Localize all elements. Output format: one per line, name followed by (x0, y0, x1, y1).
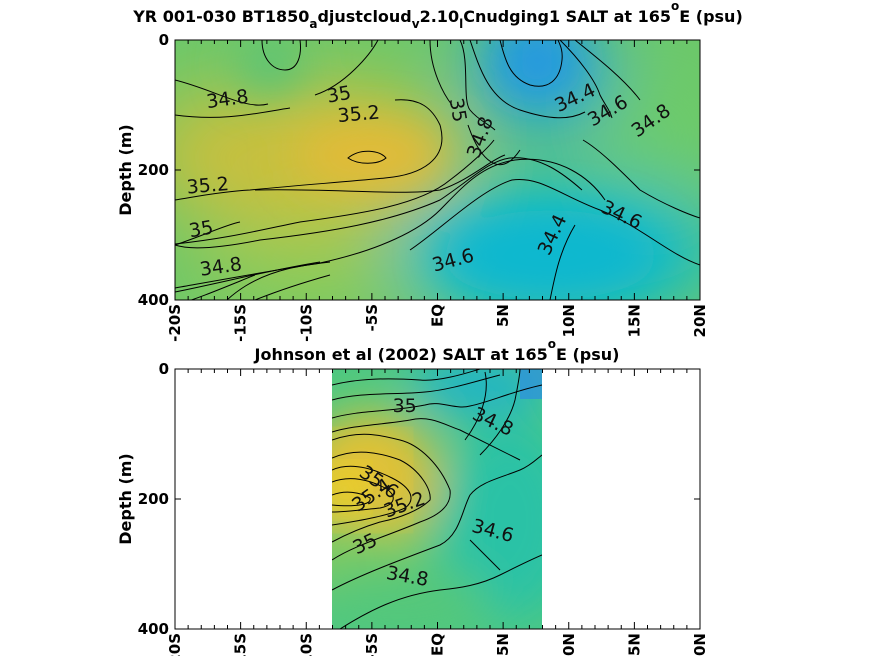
top-y-tick-label: 0 (159, 31, 169, 49)
bottom-title-part: Johnson et al (2002) SALT at 165 (254, 345, 548, 364)
bottom-x-tick-label: 15N (625, 633, 643, 656)
top-x-tick-label: 15N (625, 304, 643, 337)
bottom-y-tick-label: 200 (138, 490, 169, 508)
top-contours (175, 40, 700, 300)
bottom-x-tick-label: 20N (691, 633, 709, 656)
bottom-y-tick-label: 400 (138, 620, 169, 638)
bottom-y-axis-label: Depth (m) (116, 453, 135, 545)
top-x-tick-label: 10N (560, 304, 578, 337)
top-y-axis-label: Depth (m) (116, 124, 135, 216)
top-x-tick-label: -20S (166, 304, 184, 342)
top-contour-label: 35.2 (337, 101, 381, 127)
bottom-contour-label: 35 (393, 395, 417, 417)
bottom-x-tick-label: -20S (166, 633, 184, 656)
bottom-x-minor-ticks (187, 369, 688, 629)
bottom-contours (332, 369, 542, 629)
bottom-x-tick-label: -5S (363, 633, 381, 656)
top-contour-label: 35.2 (186, 173, 230, 199)
top-contour-label: 35 (325, 82, 353, 108)
top-contour-label: 35 (445, 96, 471, 124)
top-x-ticks: -20S -15S -10S -5S EQ 5N 10N 15N 20N (166, 40, 709, 342)
top-x-tick-label: 20N (691, 304, 709, 337)
top-title-part: l (459, 17, 463, 31)
top-title-part: Cnudging1 SALT at 165 (463, 7, 671, 26)
bottom-title-part: E (psu) (556, 345, 620, 364)
bottom-x-ticks: -20S -15S -10S -5S EQ 5N 10N 15N 20N (166, 369, 709, 656)
top-y-tick-label: 400 (138, 291, 169, 309)
bottom-y-ticks: 0 200 400 (138, 360, 700, 638)
bottom-title-part: o (548, 337, 556, 351)
top-x-tick-label: EQ (429, 304, 447, 327)
bottom-x-tick-label: -10S (297, 633, 315, 656)
top-y-tick-label: 200 (138, 161, 169, 179)
top-title-part: a (309, 17, 317, 31)
bottom-x-tick-label: 5N (494, 633, 512, 656)
top-x-tick-label: -5S (363, 304, 381, 331)
top-x-tick-label: 5N (494, 304, 512, 327)
top-title-part: o (671, 0, 679, 13)
top-title-part: 2.10 (420, 7, 459, 26)
top-chart-title: YR 001-030 BT1850adjustcloudv2.10lCnudgi… (132, 0, 743, 31)
bottom-y-tick-label: 0 (159, 360, 169, 378)
top-x-tick-label: -10S (297, 304, 315, 342)
top-contour-label: 35 (187, 216, 215, 242)
bottom-x-tick-label: EQ (429, 633, 447, 656)
bottom-x-tick-label: 10N (560, 633, 578, 656)
bottom-x-tick-label: -15S (232, 633, 250, 656)
top-title-part: djustcloud (317, 7, 411, 26)
top-title-part: E (psu) (679, 7, 743, 26)
top-title-part: YR 001-030 BT1850 (132, 7, 309, 26)
top-y-ticks: 0 200 400 (138, 31, 700, 309)
top-x-tick-label: -15S (232, 304, 250, 342)
bottom-chart-title: Johnson et al (2002) SALT at 165oE (psu) (254, 337, 620, 364)
top-title-part: v (412, 17, 420, 31)
top-x-minor-ticks (187, 40, 688, 300)
